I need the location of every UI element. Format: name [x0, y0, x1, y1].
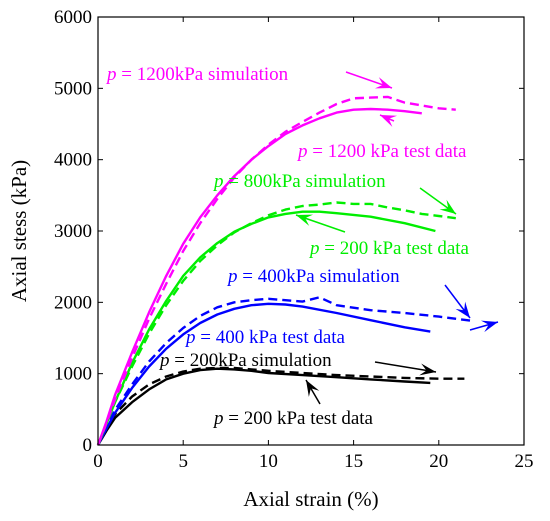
x-tick-label: 10 — [259, 451, 278, 472]
x-tick-label: 5 — [178, 451, 188, 472]
y-tick-label: 3000 — [54, 221, 92, 242]
y-tick-label: 2000 — [54, 292, 92, 313]
annotation-arrows — [295, 71, 499, 405]
x-tick-label: 0 — [93, 451, 103, 472]
x-tick-label: 15 — [344, 451, 363, 472]
annotation-label-2: p = 1200 kPa test data — [296, 141, 467, 162]
annotation-arrow-4 — [295, 214, 346, 233]
annotation-arrow-6 — [469, 320, 499, 333]
annotation-arrow-3 — [419, 187, 457, 215]
annotation-label-7: p = 200kPa simulation — [158, 350, 332, 371]
y-tick-label: 4000 — [54, 150, 92, 171]
series-line-6 — [96, 201, 456, 446]
annotation-label-1: p = 1200kPa simulation — [105, 64, 289, 85]
annotation-label-5: p = 400kPa simulation — [226, 266, 400, 287]
annotation-label-8: p = 200 kPa test data — [212, 408, 374, 429]
y-tick-label: 5000 — [54, 78, 92, 99]
series-line-4 — [96, 296, 474, 446]
y-tick-label: 6000 — [54, 7, 92, 28]
x-tick-label: 20 — [429, 451, 448, 472]
series-line-1 — [96, 367, 431, 446]
x-axis-label: Axial strain (%) — [243, 487, 378, 511]
annotation-arrow-7 — [374, 361, 437, 376]
annotation-label-3: p = 800kPa simulation — [212, 171, 386, 192]
axis-ticks: 0 5 10 15 20 25 0 1000 2000 3000 4000 5000 6000 — [54, 7, 534, 472]
series-layer — [96, 95, 474, 446]
x-tick-label: 25 — [515, 451, 534, 472]
series-line-2 — [96, 366, 465, 446]
y-tick-label: 1000 — [54, 364, 92, 385]
annotation-arrow-5 — [444, 284, 471, 319]
annotation-arrow-2 — [379, 114, 398, 127]
annotation-arrow-8 — [305, 379, 321, 405]
annotation-label-4: p = 200 kPa test data — [308, 238, 470, 259]
annotation-labels: p = 1200kPa simulation p = 1200 kPa test … — [105, 64, 470, 429]
series-line-3 — [96, 302, 431, 446]
y-tick-label: 0 — [83, 435, 93, 456]
y-axis-label: Axial stess (kPa) — [7, 160, 31, 302]
annotation-label-6: p = 400 kPa test data — [184, 327, 346, 348]
annotation-arrow-1 — [345, 71, 393, 89]
